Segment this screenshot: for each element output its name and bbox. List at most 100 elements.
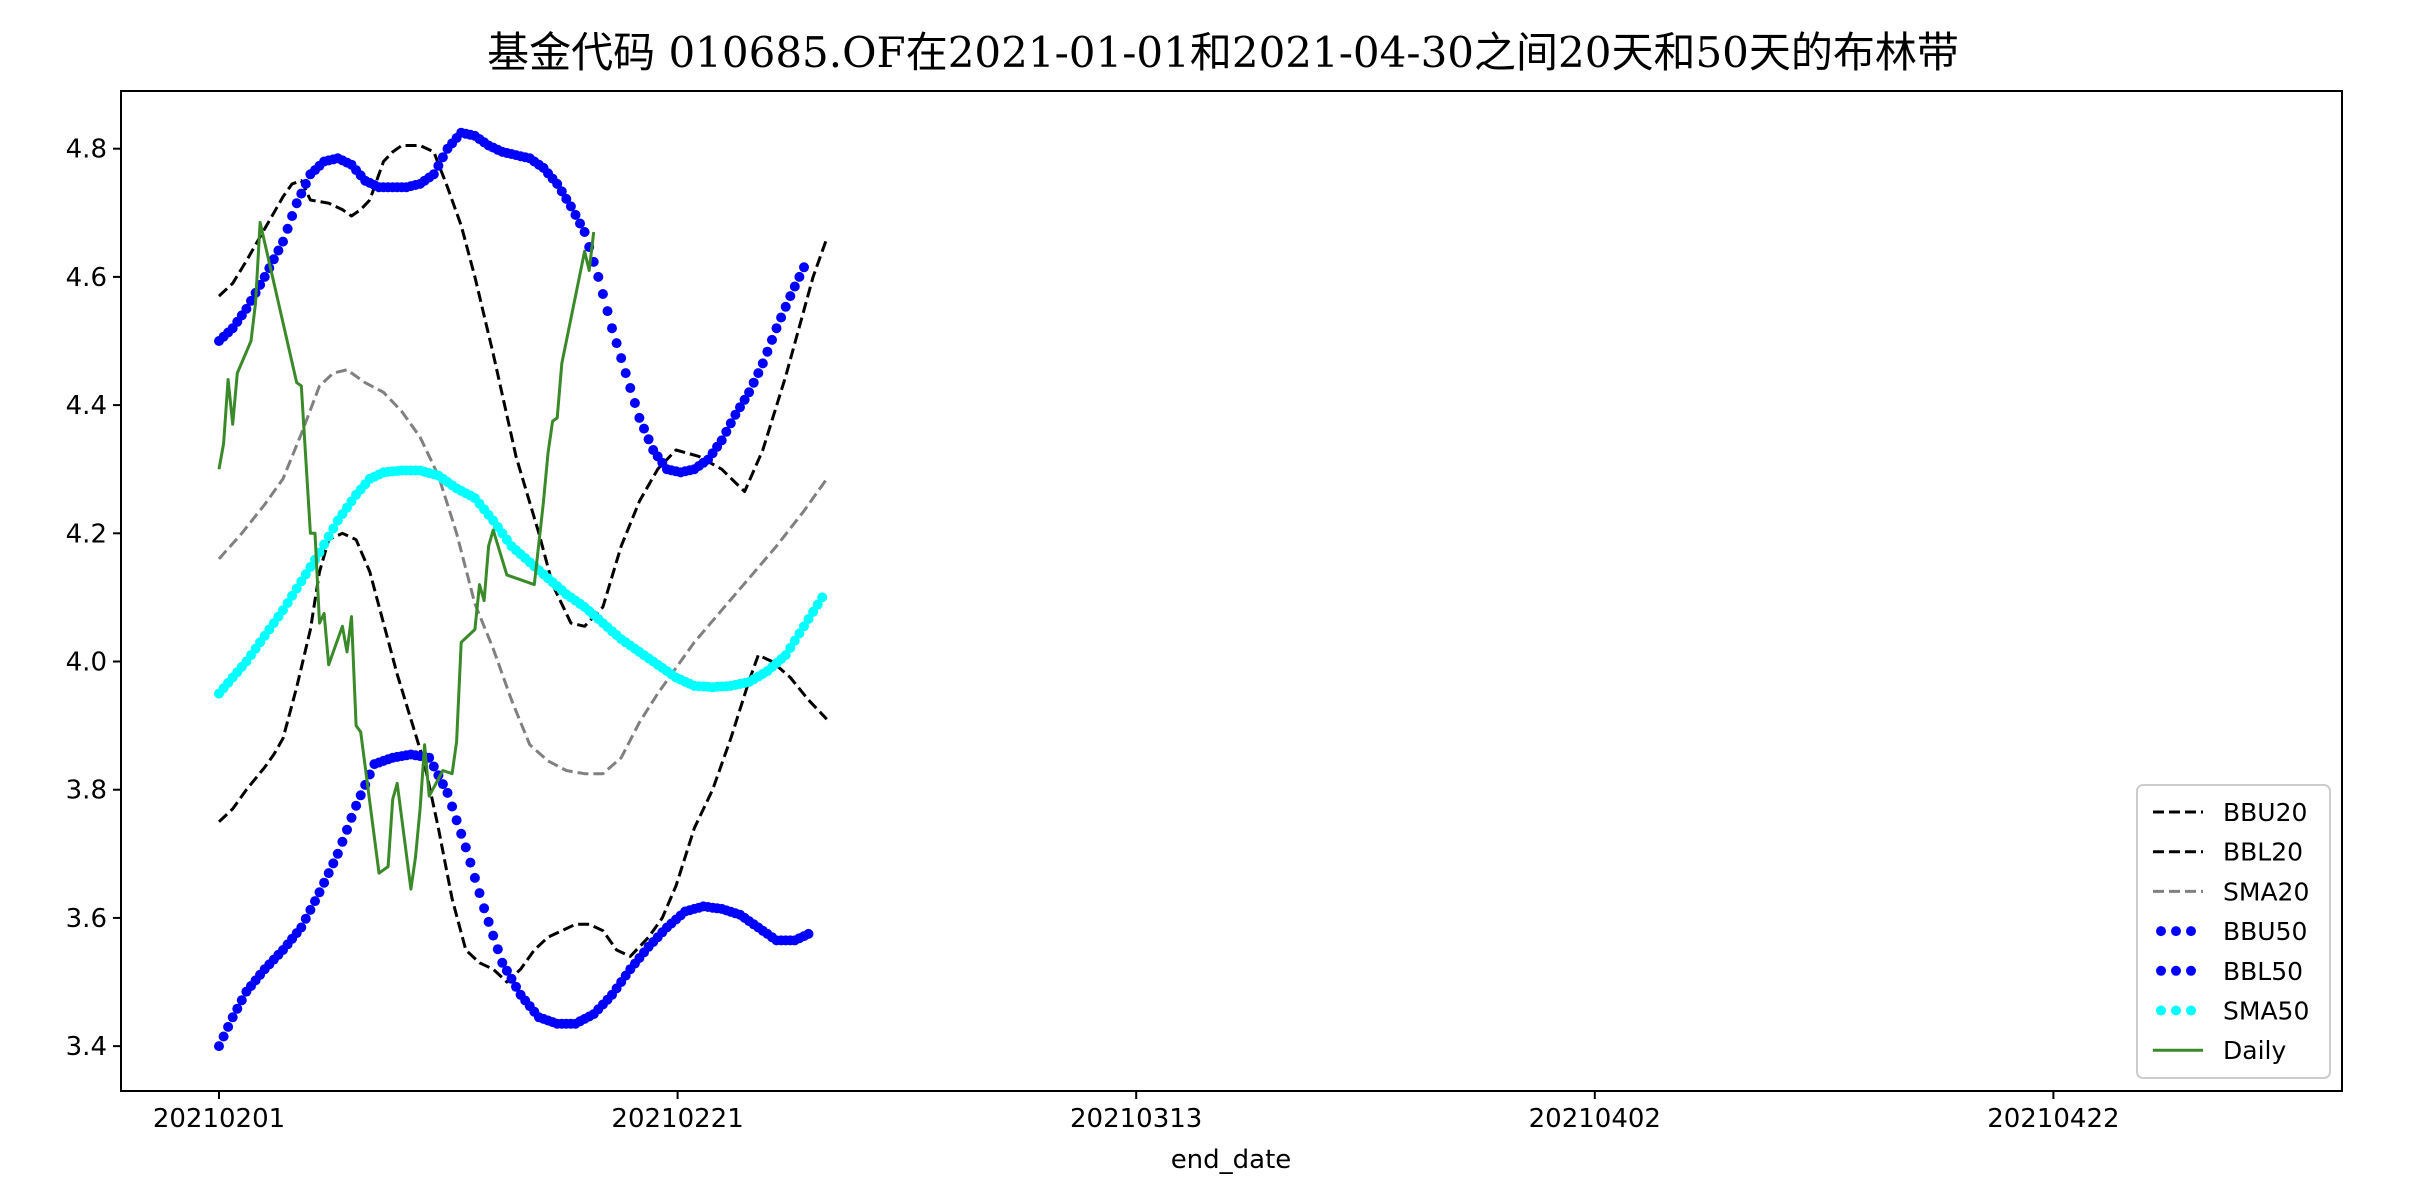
data-point [314,887,325,898]
data-point [346,812,357,823]
x-tick-label: 20210422 [1987,1104,2119,1134]
data-point [319,539,330,550]
data-point [442,787,453,798]
x-axis: 20210201 20210221 20210313 20210402 20210422 [153,1091,2120,1134]
data-point [214,1041,224,1052]
y-tick-label: 4.8 [66,135,107,165]
data-point [748,377,759,388]
y-tick-label: 4.0 [66,648,107,678]
data-point [492,944,503,955]
data-point [337,836,348,847]
data-point [342,824,352,835]
data-point [607,323,617,334]
data-point [785,291,796,302]
series-sma50 [214,465,828,699]
legend: BBU20 BBL20 SMA20 BBU50 BBL50 SMA50 Daily [2136,784,2331,1079]
data-point [246,295,256,306]
y-axis: 3.4 3.6 3.8 4.0 4.2 4.4 4.6 4.8 [66,135,121,1062]
series-bbl20 [217,531,828,984]
legend-label: BBU50 [2223,917,2307,946]
data-point [794,271,805,282]
data-point [730,409,741,420]
legend-marker [2171,926,2181,937]
data-point [323,868,334,879]
data-point [300,569,311,580]
data-point [328,858,339,869]
data-point [757,358,768,369]
legend-marker [2156,926,2166,937]
data-point [273,245,284,256]
data-point [287,211,298,221]
data-point [488,930,499,941]
data-point [556,186,567,197]
x-tick-label: 20210221 [611,1104,743,1134]
data-point [268,254,279,265]
series-layer [214,127,829,1052]
legend-label: BBL20 [2223,838,2303,867]
data-point [789,281,800,292]
data-point [236,995,247,1006]
data-point [291,198,302,209]
data-point [300,913,311,924]
legend-label: BBL50 [2223,957,2303,986]
data-point [552,178,563,189]
data-point [817,592,828,603]
data-point [602,306,613,317]
series-bbl50 [214,749,814,1052]
data-point [735,402,745,413]
plot-area-frame [120,90,2343,1092]
data-point [643,434,654,445]
data-point [808,606,819,617]
data-point [725,418,736,429]
data-point [616,353,627,364]
series-line [217,531,828,984]
data-point [428,761,439,772]
data-point [460,842,471,853]
data-point [799,262,809,273]
data-point [753,368,764,379]
data-point [227,1012,238,1023]
data-point [287,590,298,601]
data-point [597,289,608,299]
data-point [511,981,521,992]
data-point [291,583,302,594]
x-axis-label: end_date [1171,1145,1292,1175]
data-point [305,562,316,572]
x-tick-label: 20210402 [1529,1104,1661,1134]
chart-title: 基金代码 010685.OF在2021-01-01和2021-04-30之间20… [487,28,1959,77]
series-line [217,220,596,891]
data-point [218,1031,229,1042]
data-point [506,973,517,984]
data-point [721,426,732,437]
data-point [575,218,585,229]
legend-item-sma50: SMA50 [2156,997,2309,1026]
data-point [296,576,307,587]
data-point [579,227,590,237]
data-point [565,201,576,212]
data-point [744,387,755,398]
series-line [217,368,829,776]
data-point [351,800,362,811]
data-point [771,323,782,334]
legend-item-bbu20: BBU20 [2153,798,2307,827]
data-point [456,828,467,839]
data-point [259,271,270,282]
legend-marker [2156,965,2166,976]
data-point [625,383,636,393]
data-point [332,848,343,859]
data-point [780,650,791,661]
legend-marker [2156,1005,2166,1016]
data-point [296,922,307,933]
legend-label: BBU20 [2223,798,2307,827]
data-point [428,169,439,180]
data-point [305,904,316,915]
data-point [812,599,823,610]
data-point [803,614,814,624]
data-point [639,423,649,434]
data-point [282,223,293,234]
data-point [282,598,293,608]
data-point [479,903,490,914]
series-daily [217,220,596,891]
data-point [785,642,796,653]
